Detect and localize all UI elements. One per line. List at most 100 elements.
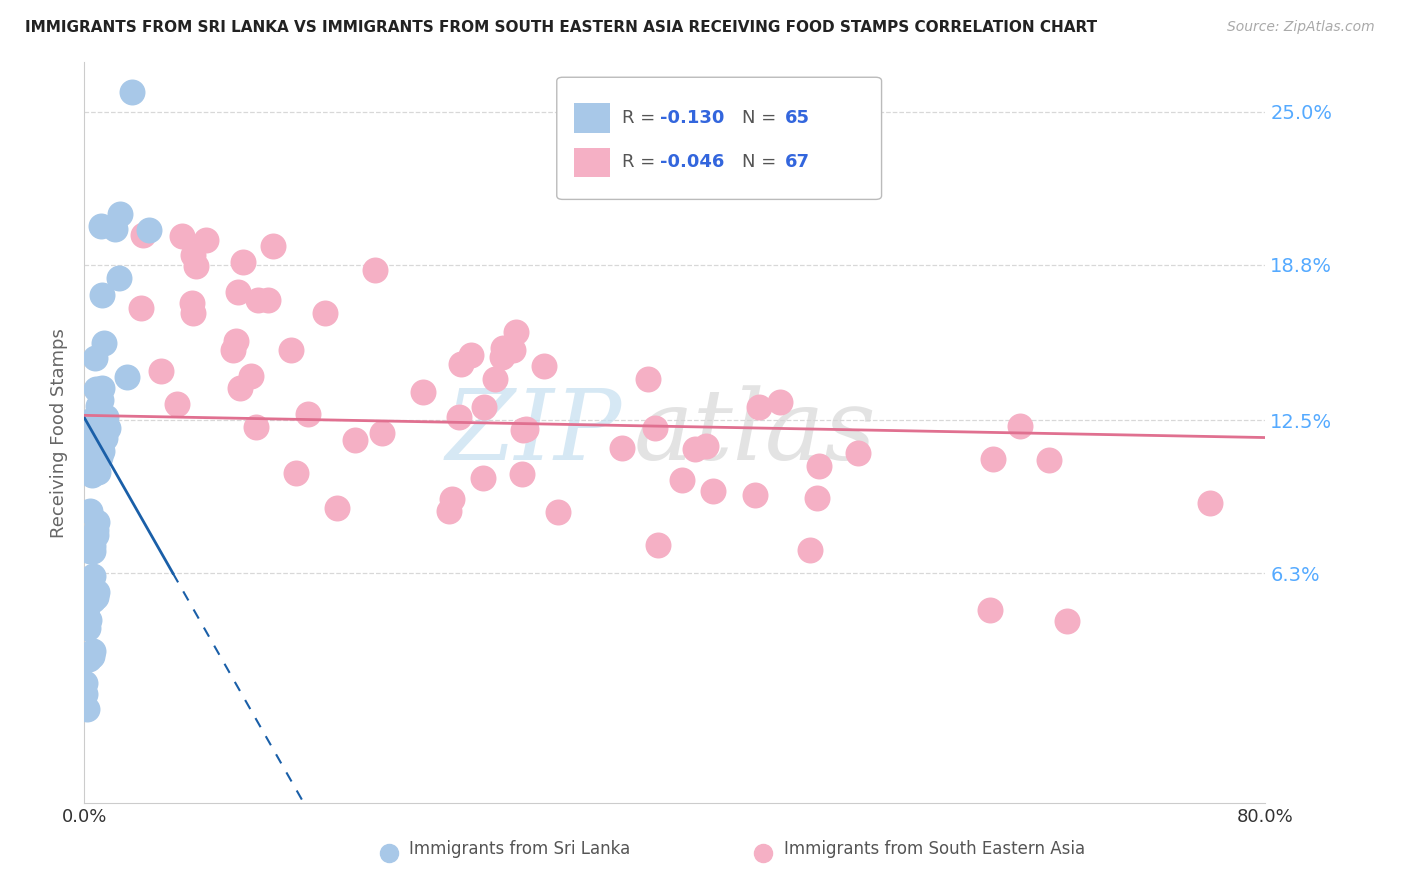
Point (104, 222, 127, 236)
Point (97, 421, 120, 435)
Point (799, 543, 821, 558)
Point (76, 597, 98, 611)
Point (91, 428, 114, 442)
FancyBboxPatch shape (575, 103, 610, 133)
Point (76, 596, 98, 610)
Point (472, 470, 495, 484)
Point (441, 491, 464, 506)
Point (93, 336, 115, 351)
Point (79, 544, 101, 558)
Point (326, 501, 349, 516)
Point (73, 687, 96, 701)
Point (86, 584, 108, 599)
Text: R =: R = (621, 109, 661, 127)
Point (82, 441, 104, 455)
Point (80, 457, 103, 471)
Point (91, 381, 114, 395)
Point (79, 504, 101, 518)
Point (91, 287, 114, 301)
Point (77, 613, 100, 627)
Point (232, 255, 254, 269)
Point (82, 644, 104, 658)
Point (90, 392, 112, 407)
Point (979, 603, 1001, 617)
Point (1198, 496, 1220, 510)
Point (138, 223, 160, 237)
Point (117, 369, 139, 384)
Point (76, 592, 98, 607)
Point (86, 515, 108, 529)
Point (195, 234, 218, 248)
Point (80, 438, 103, 452)
Point (75, 616, 97, 631)
Point (84, 425, 107, 440)
Point (91, 444, 114, 458)
Point (89, 450, 111, 465)
Point (449, 409, 471, 424)
Point (181, 306, 204, 320)
Point (280, 343, 302, 357)
Point (502, 343, 524, 357)
Point (247, 293, 270, 307)
Point (314, 306, 336, 320)
FancyBboxPatch shape (575, 147, 610, 178)
Point (84, 523, 107, 537)
Point (150, 364, 173, 378)
Point (75, 534, 97, 549)
Point (86, 399, 108, 413)
Point (1038, 453, 1060, 467)
Point (240, 368, 263, 383)
Point (225, 334, 247, 348)
Point (226, 285, 249, 299)
Point (1008, 418, 1031, 433)
Point (170, 229, 193, 244)
Point (229, 381, 252, 395)
Point (806, 491, 828, 505)
Point (484, 372, 506, 386)
Point (505, 326, 527, 340)
Point (222, 343, 245, 358)
Point (82, 413, 104, 427)
Point (96, 410, 118, 425)
Point (80, 648, 103, 663)
Text: N =: N = (742, 153, 782, 171)
Point (75, 582, 97, 596)
Point (671, 473, 693, 487)
Point (77, 595, 100, 609)
Point (82, 419, 104, 434)
Point (637, 372, 659, 386)
Point (94, 431, 117, 445)
Point (184, 259, 207, 273)
Point (533, 359, 555, 374)
Point (87, 465, 110, 479)
Point (83, 423, 105, 437)
Text: Source: ZipAtlas.com: Source: ZipAtlas.com (1227, 20, 1375, 34)
Point (472, 400, 495, 414)
Text: R =: R = (621, 153, 661, 171)
Point (166, 396, 188, 410)
Point (981, 452, 1004, 467)
Point (129, 301, 152, 315)
Point (491, 350, 513, 364)
Text: ZIP: ZIP (446, 385, 621, 480)
Point (344, 434, 367, 448)
FancyBboxPatch shape (557, 78, 882, 200)
Point (108, 271, 131, 285)
Point (748, 400, 770, 414)
Point (510, 467, 533, 482)
Point (683, 442, 706, 456)
Text: Immigrants from Sri Lanka: Immigrants from Sri Lanka (409, 840, 630, 858)
Text: N =: N = (742, 109, 782, 127)
Point (79, 582, 101, 596)
Point (83, 420, 105, 434)
Point (77, 652, 100, 666)
Point (84, 383, 107, 397)
Text: IMMIGRANTS FROM SRI LANKA VS IMMIGRANTS FROM SOUTH EASTERN ASIA RECEIVING FOOD S: IMMIGRANTS FROM SRI LANKA VS IMMIGRANTS … (25, 20, 1098, 35)
Point (695, 439, 717, 453)
Point (1056, 614, 1078, 628)
Point (132, 227, 155, 242)
Point (644, 421, 666, 435)
Point (257, 293, 280, 307)
Point (77, 620, 100, 634)
Point (450, 357, 472, 371)
